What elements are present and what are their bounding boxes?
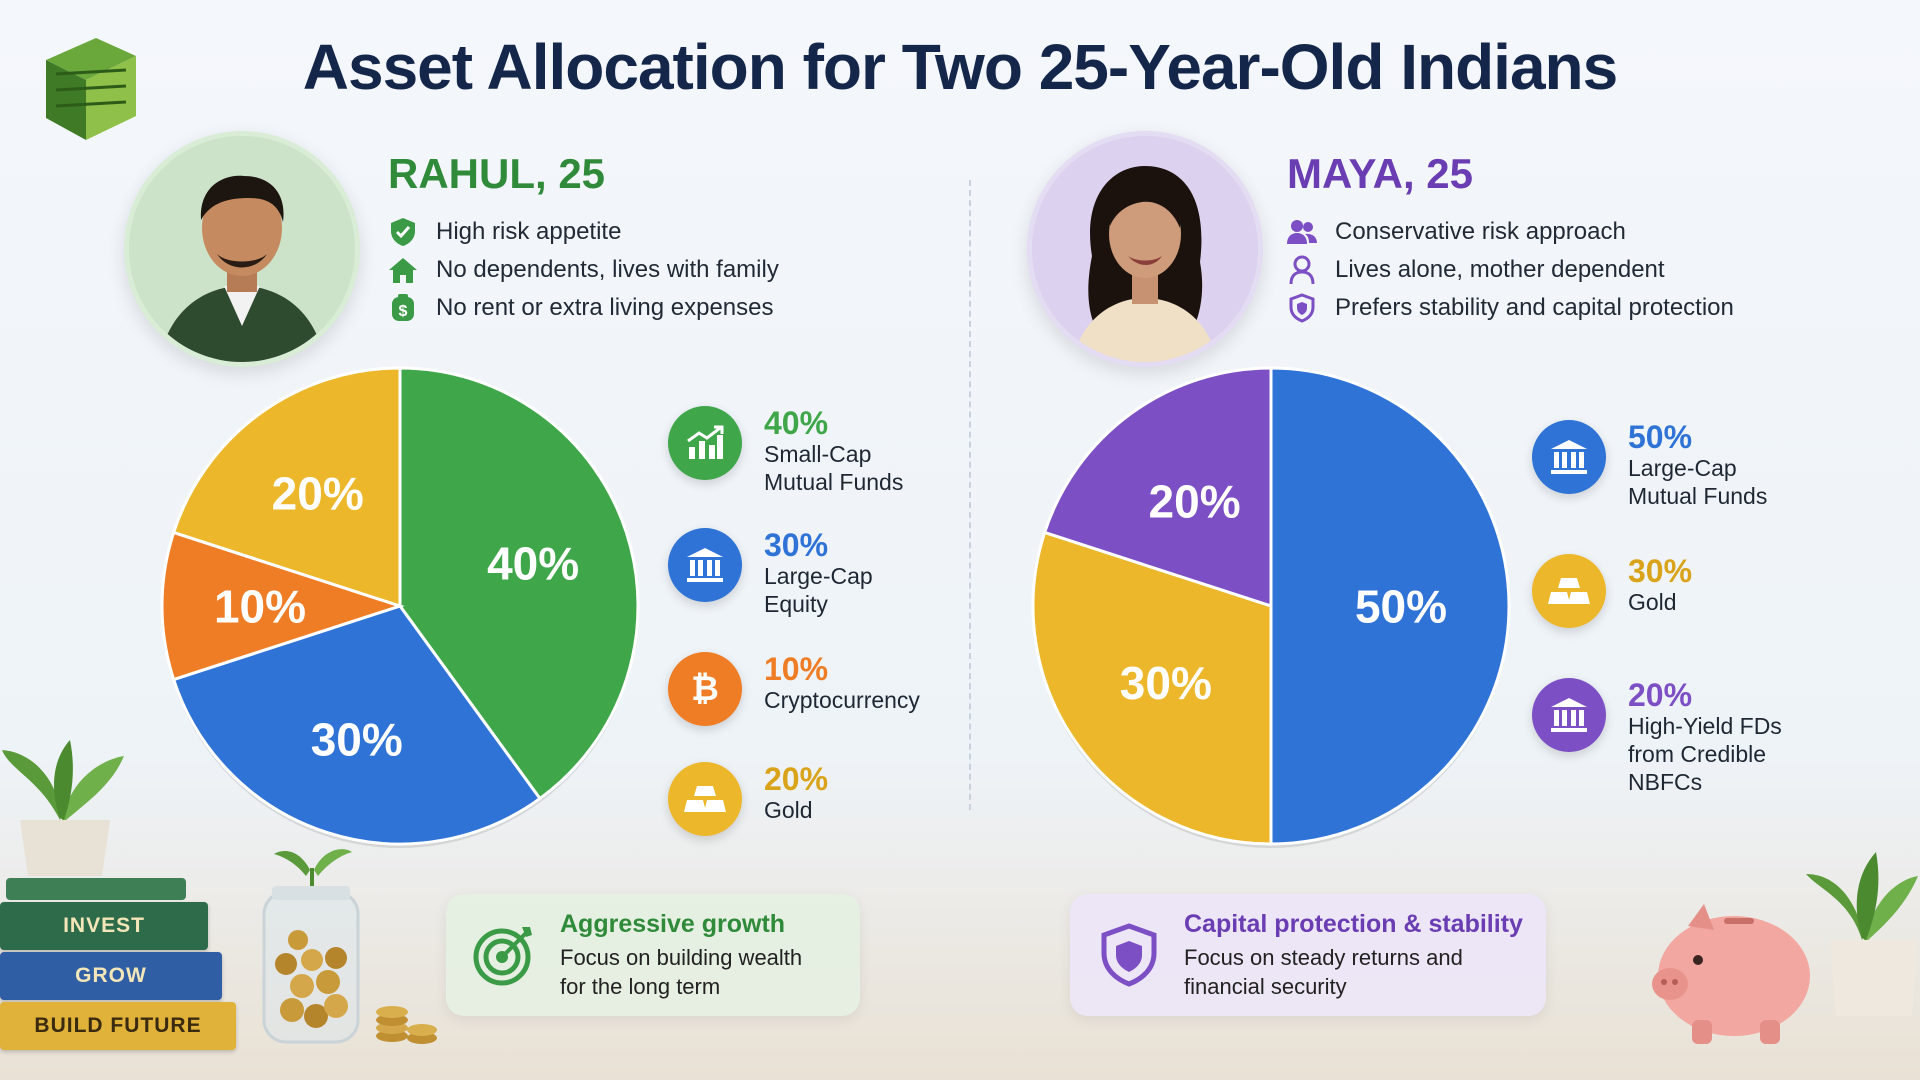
logo-icon <box>46 38 136 140</box>
trait-text: Prefers stability and capital protection <box>1335 294 1734 321</box>
section-divider <box>969 180 971 810</box>
maya-trait: Lives alone, mother dependent <box>1287 251 1734 289</box>
rahul-slice-2 <box>160 530 405 682</box>
rahul-trait: High risk appetite <box>388 213 779 251</box>
maya-summary-card: Capital protection & stability Focus on … <box>1070 894 1546 1016</box>
rahul-pie-chart: 40% 30% 10% 20% <box>160 366 640 848</box>
rahul-traits: High risk appetite No dependents, lives … <box>388 213 779 327</box>
books-stack: INVEST GROW BUILD FUTURE <box>0 862 240 1052</box>
page-title: Asset Allocation for Two 25-Year-Old Ind… <box>302 31 1618 103</box>
legend-item: 30% Large-Cap Equity <box>668 528 920 652</box>
growth-chart-icon <box>668 406 742 480</box>
legend-pct: 10% <box>764 651 829 687</box>
maya-trait: Conservative risk approach <box>1287 213 1734 251</box>
coin-jar-icon <box>262 849 437 1044</box>
bank-icon <box>1532 420 1606 494</box>
maya-slice-label-2: 20% <box>1149 475 1241 527</box>
legend-label: Small-Cap Mutual Funds <box>764 441 904 495</box>
card-desc: Focus on building wealth for the long te… <box>560 944 803 999</box>
gold-bars-icon <box>1532 554 1606 628</box>
legend-item: 20% Gold <box>668 762 920 836</box>
rahul-slice-1 <box>171 604 542 846</box>
shield-icon <box>1287 293 1317 323</box>
gold-bars-icon <box>668 762 742 836</box>
target-icon <box>472 923 536 987</box>
legend-item: ₿ 10% Cryptocurrency <box>668 652 920 762</box>
maya-legend: 50% Large-Cap Mutual Funds 30% Gold 20% … <box>1532 420 1782 796</box>
legend-pct: 40% <box>764 405 829 441</box>
rahul-slice-0 <box>398 366 640 801</box>
rahul-slice-label-3: 20% <box>272 467 364 519</box>
bitcoin-icon: ₿ <box>668 652 742 726</box>
book-grow: GROW <box>0 952 222 1000</box>
maya-slice-1 <box>1031 530 1273 846</box>
rahul-trait: No dependents, lives with family <box>388 251 779 289</box>
legend-pct: 20% <box>764 761 829 797</box>
legend-label: Large-Cap Mutual Funds <box>1628 455 1768 509</box>
legend-label: Gold <box>764 797 813 823</box>
trait-text: High risk appetite <box>436 218 622 245</box>
legend-label: High-Yield FDs from Credible NBFCs <box>1628 713 1782 795</box>
legend-item: 40% Small-Cap Mutual Funds <box>668 406 920 528</box>
shield-check-icon <box>388 217 418 247</box>
maya-slice-0 <box>1269 366 1511 846</box>
legend-pct: 20% <box>1628 677 1693 713</box>
maya-slice-label-0: 50% <box>1355 581 1447 633</box>
plant-icon <box>2 740 124 876</box>
rahul-summary-card: Aggressive growth Focus on building weal… <box>446 894 860 1016</box>
bank-icon <box>668 528 742 602</box>
trait-text: No rent or extra living expenses <box>436 294 774 321</box>
svg-text:₿: ₿ <box>691 670 719 708</box>
rahul-slice-label-0: 40% <box>487 537 579 589</box>
book-build-future: BUILD FUTURE <box>0 1002 236 1050</box>
money-icon: $ <box>388 293 418 323</box>
svg-text:$: $ <box>399 303 408 320</box>
shield-icon <box>1100 923 1158 987</box>
people-icon <box>1287 217 1317 247</box>
legend-item: 20% High-Yield FDs from Credible NBFCs <box>1532 678 1782 796</box>
maya-name: MAYA, 25 <box>1287 150 1474 197</box>
maya-slice-2 <box>1042 366 1273 609</box>
maya-traits: Conservative risk approach Lives alone, … <box>1287 213 1734 327</box>
maya-pie-chart: 50% 30% 20% <box>1031 366 1511 848</box>
bank-icon <box>1532 678 1606 752</box>
rahul-avatar <box>124 131 360 367</box>
card-desc: Focus on steady returns and financial se… <box>1184 944 1463 999</box>
legend-item: 30% Gold <box>1532 554 1782 678</box>
rahul-slice-3 <box>171 366 402 609</box>
trait-text: Lives alone, mother dependent <box>1335 256 1665 283</box>
plant-icon <box>1806 852 1918 1016</box>
rahul-slice-label-2: 10% <box>214 581 306 633</box>
maya-avatar <box>1027 131 1263 367</box>
maya-trait: Prefers stability and capital protection <box>1287 289 1734 327</box>
card-title: Capital protection & stability <box>1184 909 1523 938</box>
book-invest: INVEST <box>0 902 208 950</box>
legend-label: Cryptocurrency <box>764 687 920 713</box>
legend-pct: 30% <box>764 527 829 563</box>
legend-pct: 30% <box>1628 553 1693 589</box>
trait-text: No dependents, lives with family <box>436 256 779 283</box>
rahul-slice-label-1: 30% <box>311 714 403 766</box>
rahul-name: RAHUL, 25 <box>388 150 606 197</box>
legend-label: Gold <box>1628 589 1677 615</box>
rahul-legend: 40% Small-Cap Mutual Funds 30% Large-Cap… <box>668 406 920 836</box>
piggy-bank-icon <box>1652 904 1810 1044</box>
legend-label: Large-Cap Equity <box>764 563 873 617</box>
card-title: Aggressive growth <box>560 909 786 938</box>
person-icon <box>1287 255 1317 285</box>
rahul-trait: $ No rent or extra living expenses <box>388 289 779 327</box>
house-icon <box>388 255 418 285</box>
legend-pct: 50% <box>1628 419 1693 455</box>
trait-text: Conservative risk approach <box>1335 218 1626 245</box>
maya-slice-label-1: 30% <box>1120 657 1212 709</box>
legend-item: 50% Large-Cap Mutual Funds <box>1532 420 1782 554</box>
